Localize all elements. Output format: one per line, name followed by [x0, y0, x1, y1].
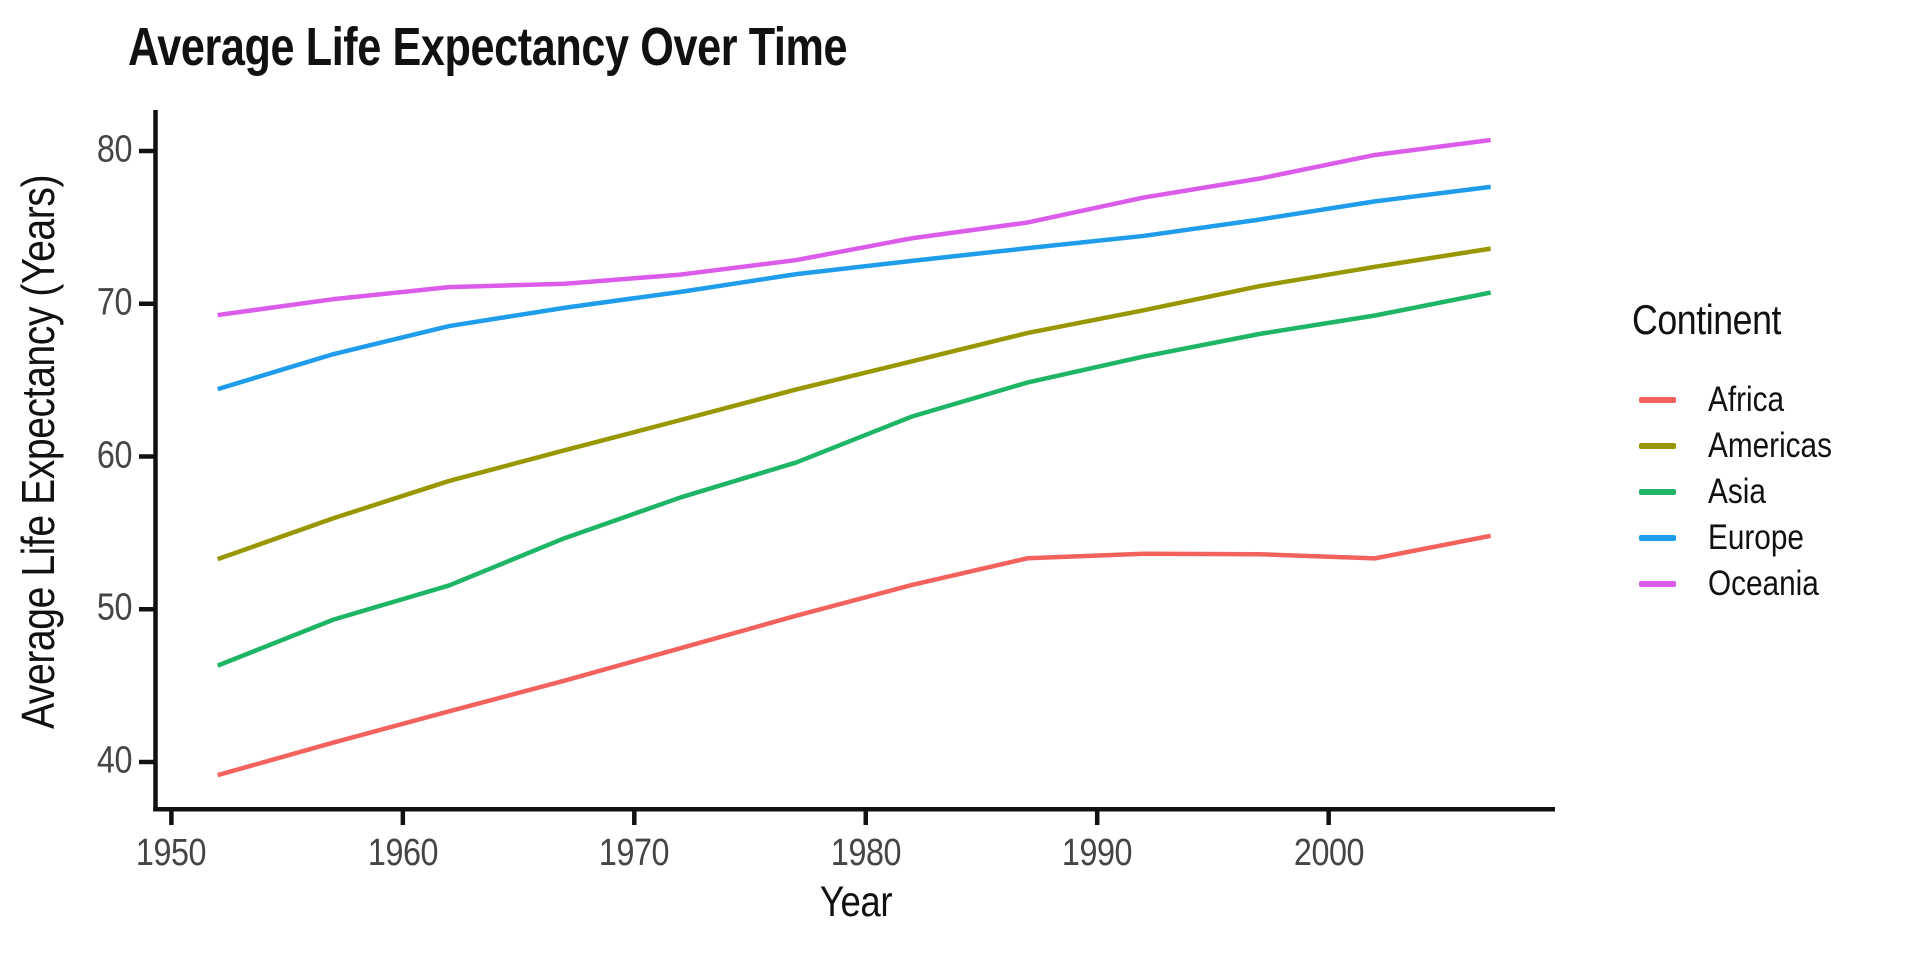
chart-title: Average Life Expectancy Over Time: [128, 17, 848, 77]
legend-item-africa: Africa: [1632, 377, 1854, 423]
x-tick-label: 1980: [830, 832, 902, 874]
legend-label: Africa: [1708, 380, 1785, 419]
x-tick-label: 2000: [1293, 832, 1365, 874]
legend-label: Oceania: [1708, 564, 1819, 603]
legend-key-swatch: [1639, 581, 1676, 587]
legend-label: Americas: [1708, 426, 1832, 465]
legend-item-americas: Americas: [1632, 423, 1854, 469]
x-tick-label: 1950: [136, 832, 207, 874]
y-tick-label: 70: [96, 281, 133, 324]
legend-item-europe: Europe: [1632, 515, 1854, 561]
x-axis-title: Year: [819, 878, 893, 926]
legend-key-swatch: [1639, 397, 1676, 403]
legend-key-swatch: [1639, 443, 1676, 449]
x-tick-label: 1970: [599, 832, 670, 874]
series-line-europe: [217, 184, 1491, 392]
series-line-oceania: [217, 137, 1491, 318]
legend-label: Europe: [1708, 518, 1804, 557]
legend-item-asia: Asia: [1632, 469, 1854, 515]
x-tick-label: 1960: [367, 832, 439, 874]
legend-title: Continent: [1632, 296, 1782, 343]
legend-item-list: Africa Americas Asia Europe Oceania: [1632, 377, 1854, 607]
legend-item-oceania: Oceania: [1632, 561, 1854, 607]
series-line-asia: [216, 290, 1492, 668]
y-tick-label: 50: [96, 586, 133, 629]
legend-key-swatch: [1639, 535, 1676, 541]
legend: Continent Africa Americas Asia Europe Oceani…: [1632, 296, 1854, 607]
x-tick-label: 1990: [1062, 832, 1133, 874]
legend-label: Asia: [1708, 472, 1766, 511]
legend-key-swatch: [1639, 489, 1676, 495]
y-tick-label: 40: [96, 739, 133, 782]
y-tick-label: 60: [96, 434, 133, 477]
series-line-africa: [217, 533, 1492, 778]
series-line-americas: [216, 246, 1492, 562]
y-tick-label: 80: [96, 128, 133, 171]
